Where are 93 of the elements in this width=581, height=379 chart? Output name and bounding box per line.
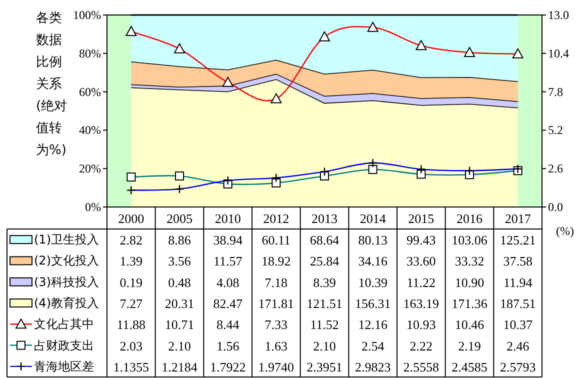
- data-label: 2.9823: [354, 359, 391, 374]
- text: 7.18: [264, 274, 288, 290]
- text: 11.57: [213, 254, 243, 269]
- y2-tick-label: 5.2: [548, 123, 563, 138]
- x-tick-label: 2017: [504, 211, 532, 226]
- y2-tick-label: 13.0: [548, 8, 569, 22]
- y2-tick-label: 2.6: [548, 162, 563, 176]
- text: 25.84: [310, 254, 340, 269]
- data-label: 1.56: [216, 338, 240, 354]
- data-label: 10.37: [503, 317, 533, 332]
- text: 33.32: [454, 254, 484, 269]
- x-tick-label: 2012: [263, 211, 290, 226]
- data-label: 1.9740: [258, 359, 294, 374]
- data-label: 1.63: [264, 338, 288, 354]
- data-label: 12.16: [358, 317, 388, 332]
- x-tick-label: 2000: [118, 211, 144, 226]
- legend-label: (4)教育投入: [34, 296, 99, 310]
- y2-tick-label: 10.4: [548, 46, 569, 60]
- data-label: 11.88: [116, 317, 146, 332]
- text: 20.31: [164, 296, 194, 311]
- text: 1.39: [120, 254, 143, 269]
- data-label: 2.19: [458, 338, 481, 354]
- data-label: 1.1355: [113, 359, 150, 374]
- text: 0.48: [168, 274, 191, 290]
- text: 2.82: [120, 232, 143, 248]
- data-label: 2.03: [120, 338, 143, 354]
- data-label: 10.71: [164, 317, 194, 332]
- data-label: 2.54: [361, 338, 385, 354]
- y-tick-label: 100%: [73, 8, 101, 22]
- data-label: 7.33: [264, 317, 288, 332]
- data-label: 10.46: [454, 317, 485, 332]
- text: 10.39: [358, 274, 388, 290]
- text: 10.90: [454, 274, 484, 290]
- x-tick-label: 2005: [166, 211, 192, 226]
- data-label: 2.22: [410, 338, 433, 354]
- text: 38.94: [213, 232, 243, 248]
- text: 187.51: [500, 296, 536, 311]
- text: 8.39: [313, 274, 336, 290]
- data-label: 2.3951: [306, 359, 342, 374]
- y2-tick-label: 7.8: [548, 84, 563, 99]
- text: 99.43: [406, 232, 436, 248]
- legend-label: (2)文化投入: [34, 254, 99, 268]
- y2-tick-label: 0.0: [548, 200, 563, 214]
- y-tick-label: 80%: [79, 46, 101, 60]
- y-tick-label: 60%: [79, 84, 101, 99]
- x-tick-label: 2014: [360, 211, 386, 226]
- text: 125.21: [500, 232, 536, 248]
- text: 8.86: [168, 232, 192, 248]
- text: 11.94: [503, 274, 533, 290]
- text: 7.27: [120, 296, 144, 311]
- data-label: 2.5793: [500, 359, 536, 374]
- legend-label: (3)科技投入: [34, 274, 99, 289]
- text: 60.11: [262, 232, 291, 248]
- data-label: 2.5558: [403, 359, 440, 374]
- text: 11.22: [406, 274, 436, 290]
- data-label: 8.44: [216, 317, 240, 332]
- data-label: 2.46: [506, 338, 530, 354]
- y2-axis-title: (%): [556, 224, 574, 238]
- text: 103.06: [452, 232, 488, 248]
- text: 34.16: [358, 254, 388, 269]
- text: 4.08: [216, 274, 240, 290]
- text: 37.58: [503, 254, 532, 269]
- text: 163.19: [403, 296, 440, 311]
- text: 3.56: [168, 254, 192, 269]
- x-tick-label: 2016: [456, 211, 483, 226]
- text: 33.60: [406, 254, 436, 269]
- y-tick-label: 0%: [85, 200, 101, 214]
- text: 171.36: [452, 296, 488, 311]
- data-label: 10.93: [406, 317, 436, 332]
- x-tick-label: 2013: [312, 211, 338, 226]
- data-label: 2.10: [313, 338, 336, 354]
- text: 121.51: [306, 296, 342, 311]
- text: 156.31: [354, 296, 391, 311]
- data-label: 11.52: [310, 317, 339, 332]
- data-label: 2.10: [168, 338, 191, 354]
- text: 18.92: [262, 254, 291, 269]
- legend-label: 青海地区差: [34, 359, 94, 374]
- data-label: 1.2184: [162, 359, 198, 374]
- x-tick-label: 2015: [408, 211, 434, 226]
- data-label: 2.4585: [452, 359, 488, 374]
- y-tick-label: 40%: [79, 123, 101, 138]
- legend-label: 文化占其中: [34, 317, 94, 332]
- text: 82.47: [213, 296, 243, 311]
- text: 171.81: [258, 296, 294, 311]
- text: 80.13: [358, 232, 388, 248]
- text: 0.19: [120, 274, 143, 290]
- data-label: 1.7922: [210, 359, 246, 374]
- y-tick-label: 20%: [79, 162, 101, 176]
- legend-label: (1)卫生投入: [34, 232, 99, 247]
- text: 68.64: [310, 232, 340, 248]
- x-tick-label: 2010: [214, 211, 241, 226]
- legend-label: 占财政支出: [34, 338, 94, 352]
- y-axis-title: 各类数据比例关系(绝对值转为%): [36, 10, 68, 160]
